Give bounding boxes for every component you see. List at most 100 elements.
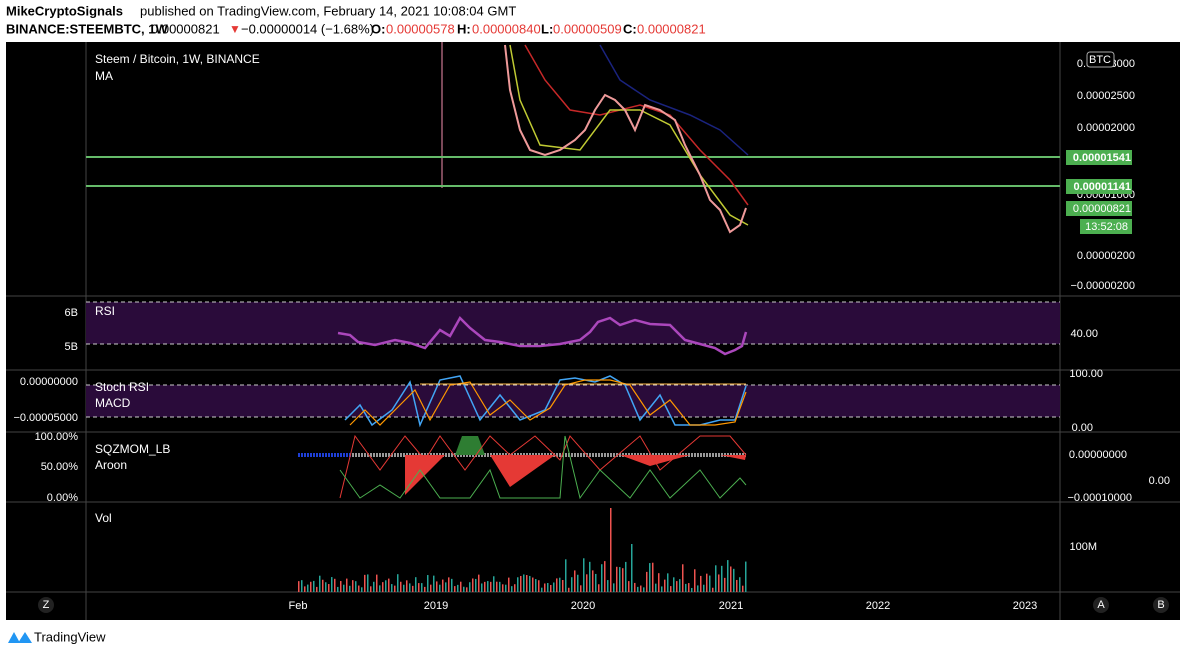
pane-title: Steem / Bitcoin, 1W, BINANCE	[95, 52, 260, 66]
left-label: 50.00%	[41, 461, 79, 473]
currency-badge	[1086, 51, 1115, 68]
right-label: 40.00	[1070, 328, 1098, 340]
volume-bar	[745, 561, 747, 592]
left-label: 100.00%	[35, 431, 79, 443]
y-tick-label: −0.00000200	[1070, 280, 1135, 292]
axis-button[interactable]	[1093, 597, 1109, 613]
volume-bar	[349, 585, 351, 592]
axis-button-label: Z	[43, 599, 50, 611]
volume-bar	[577, 574, 579, 592]
ohlc-label: O:	[371, 21, 385, 36]
left-label: 6B	[65, 307, 78, 319]
pane-title: MACD	[95, 396, 131, 410]
volume-bar	[589, 561, 591, 592]
ohlc-value: 0.00000509	[553, 21, 622, 36]
volume-bar	[667, 573, 669, 592]
volume-bar	[301, 580, 303, 592]
volume-bar	[583, 558, 585, 592]
volume-bar	[709, 575, 711, 592]
volume-bar	[331, 577, 333, 592]
volume-bar	[664, 579, 666, 592]
volume-bar	[625, 561, 627, 592]
volume-bar	[535, 579, 537, 592]
volume-bar	[616, 566, 618, 592]
volume-bar	[427, 575, 429, 592]
volume-bar	[334, 578, 336, 592]
volume-bar	[445, 582, 447, 592]
volume-bar	[481, 583, 483, 592]
right-label: 0.00000000	[1069, 449, 1127, 461]
volume-bar	[424, 586, 426, 592]
volume-bar	[655, 583, 657, 592]
right-label: 0.00	[1072, 422, 1093, 434]
volume-bar	[499, 581, 501, 592]
volume-bar	[493, 576, 495, 592]
volume-bar	[346, 578, 348, 592]
volume-bar	[571, 577, 573, 592]
arrow: ▼	[229, 22, 241, 36]
tag-bg	[1066, 179, 1132, 194]
volume-bar	[433, 575, 435, 592]
ohlc-value: 0.00000821	[637, 21, 706, 36]
volume-bar	[352, 580, 354, 592]
aroon-down	[339, 435, 747, 500]
x-tick-label: 2022	[866, 600, 890, 612]
brand: TradingView	[34, 629, 106, 644]
left-label: 5B	[65, 341, 78, 353]
ohlc-label: L:	[541, 21, 553, 36]
volume-bar	[691, 587, 693, 592]
volume-bar	[379, 585, 381, 592]
volume-bar	[508, 577, 510, 592]
volume-bar	[523, 574, 525, 592]
x-tick-label: 2021	[719, 600, 743, 612]
pane-indicator: MA	[95, 69, 113, 83]
change: −0.00000014 (−1.68%)	[241, 21, 374, 36]
level-tag: 0.00001141	[1073, 181, 1131, 193]
brand-logo	[8, 632, 32, 643]
left-label: 0.00000000	[20, 376, 78, 388]
ohlc-value: 0.00000578	[386, 21, 455, 36]
publisher: MikeCryptoSignals	[6, 3, 123, 18]
volume-bar	[391, 584, 393, 592]
volume-bar	[580, 585, 582, 592]
axis-button[interactable]	[1153, 597, 1169, 613]
volume-bar	[403, 584, 405, 592]
volume-bar	[532, 577, 534, 592]
volume-bar	[724, 577, 726, 592]
volume-bar	[721, 565, 723, 592]
volume-bar	[643, 587, 645, 592]
ohlc-label: H:	[457, 21, 471, 36]
volume-bar	[436, 581, 438, 592]
volume-bar	[547, 582, 549, 592]
pane-title: Aroon	[95, 458, 127, 472]
volume-bar	[298, 581, 300, 592]
volume-bar	[442, 579, 444, 592]
volume-bar	[304, 586, 306, 592]
volume-bar	[592, 570, 594, 592]
volume-bar	[661, 586, 663, 592]
volume-bar	[706, 573, 708, 592]
aroon-up	[339, 434, 747, 499]
volume-bar	[574, 570, 576, 592]
volume-bar	[739, 577, 741, 592]
ma-red	[524, 44, 749, 206]
volume-bar	[367, 574, 369, 592]
pane-title: Vol	[95, 511, 112, 525]
volume-bar	[343, 584, 345, 592]
volume-bar	[679, 579, 681, 592]
volume-bar	[610, 508, 612, 592]
volume-bar	[469, 582, 471, 592]
volume-bar	[472, 578, 474, 592]
rsi-line	[337, 315, 748, 356]
volume-bar	[448, 577, 450, 592]
volume-bar	[703, 584, 705, 592]
volume-bars	[298, 508, 747, 592]
volume-bar	[697, 585, 699, 592]
volume-bar	[682, 564, 684, 592]
volume-bar	[568, 587, 570, 592]
volume-bar	[364, 574, 366, 592]
volume-bar	[520, 575, 522, 592]
axis-button[interactable]	[38, 597, 54, 613]
volume-bar	[556, 578, 558, 592]
